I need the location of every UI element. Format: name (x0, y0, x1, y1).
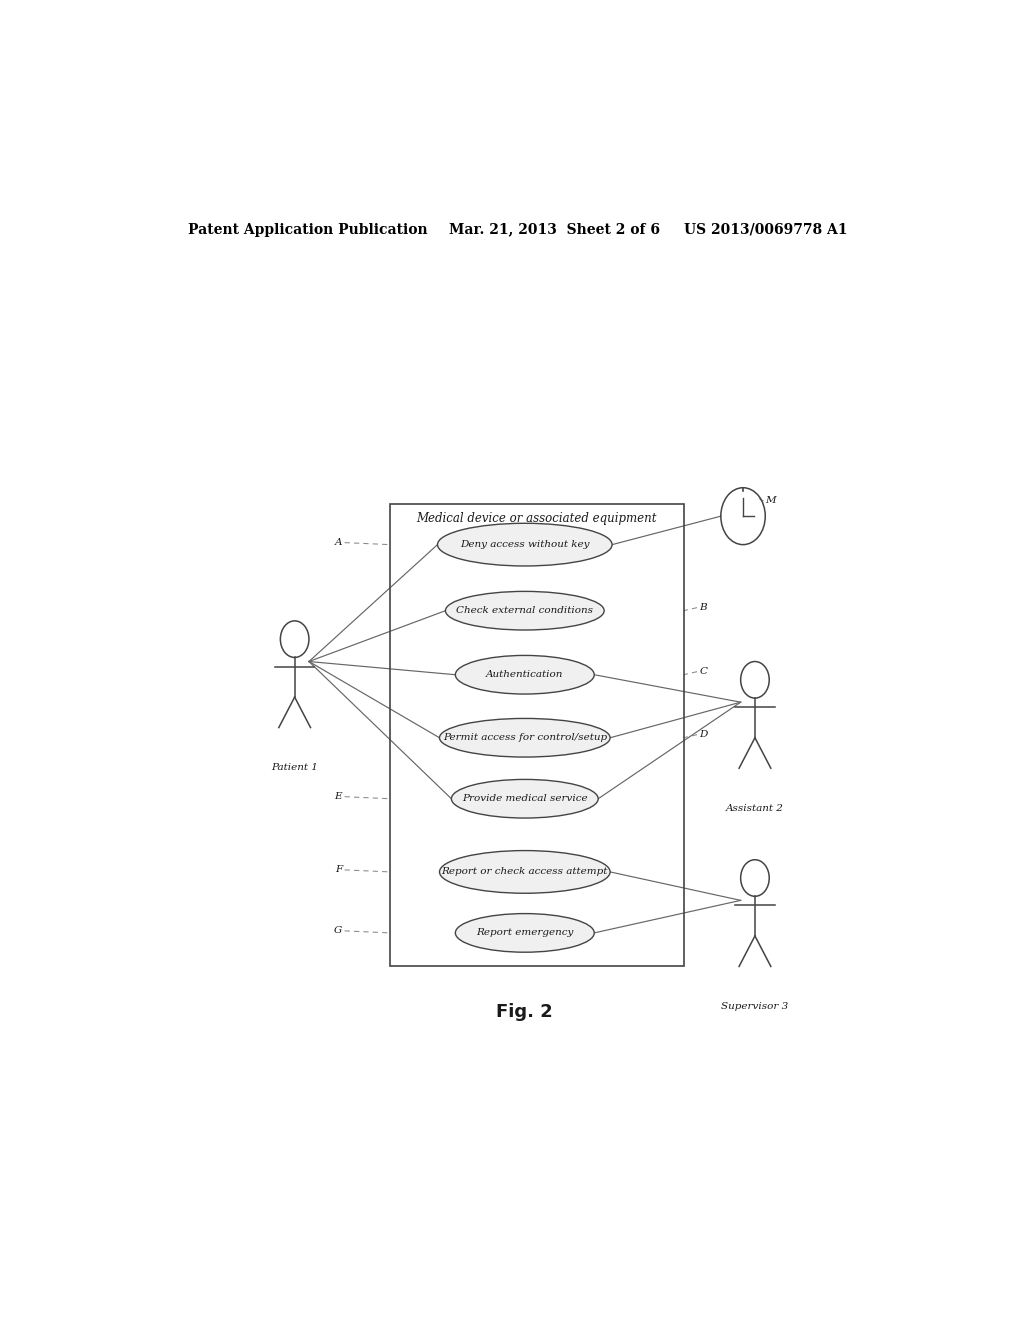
Text: B: B (699, 603, 707, 612)
Text: Mar. 21, 2013  Sheet 2 of 6: Mar. 21, 2013 Sheet 2 of 6 (450, 223, 660, 236)
Text: Medical device or associated equipment: Medical device or associated equipment (417, 512, 657, 525)
Text: D: D (699, 730, 708, 739)
Ellipse shape (452, 779, 598, 818)
Ellipse shape (439, 850, 610, 894)
Text: US 2013/0069778 A1: US 2013/0069778 A1 (684, 223, 847, 236)
Text: Assistant 2: Assistant 2 (726, 804, 784, 813)
Text: Check external conditions: Check external conditions (457, 606, 593, 615)
Text: Fig. 2: Fig. 2 (497, 1003, 553, 1022)
Text: A: A (335, 539, 342, 546)
Ellipse shape (439, 718, 610, 758)
Text: Deny access without key: Deny access without key (460, 540, 590, 549)
Text: C: C (699, 667, 708, 676)
Text: Permit access for control/setup: Permit access for control/setup (442, 733, 607, 742)
Ellipse shape (437, 523, 612, 566)
Bar (390, 504, 684, 966)
Text: Authentication: Authentication (486, 671, 563, 680)
Ellipse shape (456, 656, 594, 694)
Text: Report emergency: Report emergency (476, 928, 573, 937)
Text: G: G (334, 927, 342, 936)
Text: E: E (335, 792, 342, 801)
Text: Patent Application Publication: Patent Application Publication (187, 223, 427, 236)
Ellipse shape (445, 591, 604, 630)
Text: F: F (335, 866, 342, 874)
Text: M: M (765, 496, 776, 506)
Text: Provide medical service: Provide medical service (462, 795, 588, 804)
Ellipse shape (456, 913, 594, 952)
Text: Patient 1: Patient 1 (271, 763, 318, 772)
Text: Supervisor 3: Supervisor 3 (721, 1002, 788, 1011)
Text: Report or check access attempt: Report or check access attempt (441, 867, 608, 876)
